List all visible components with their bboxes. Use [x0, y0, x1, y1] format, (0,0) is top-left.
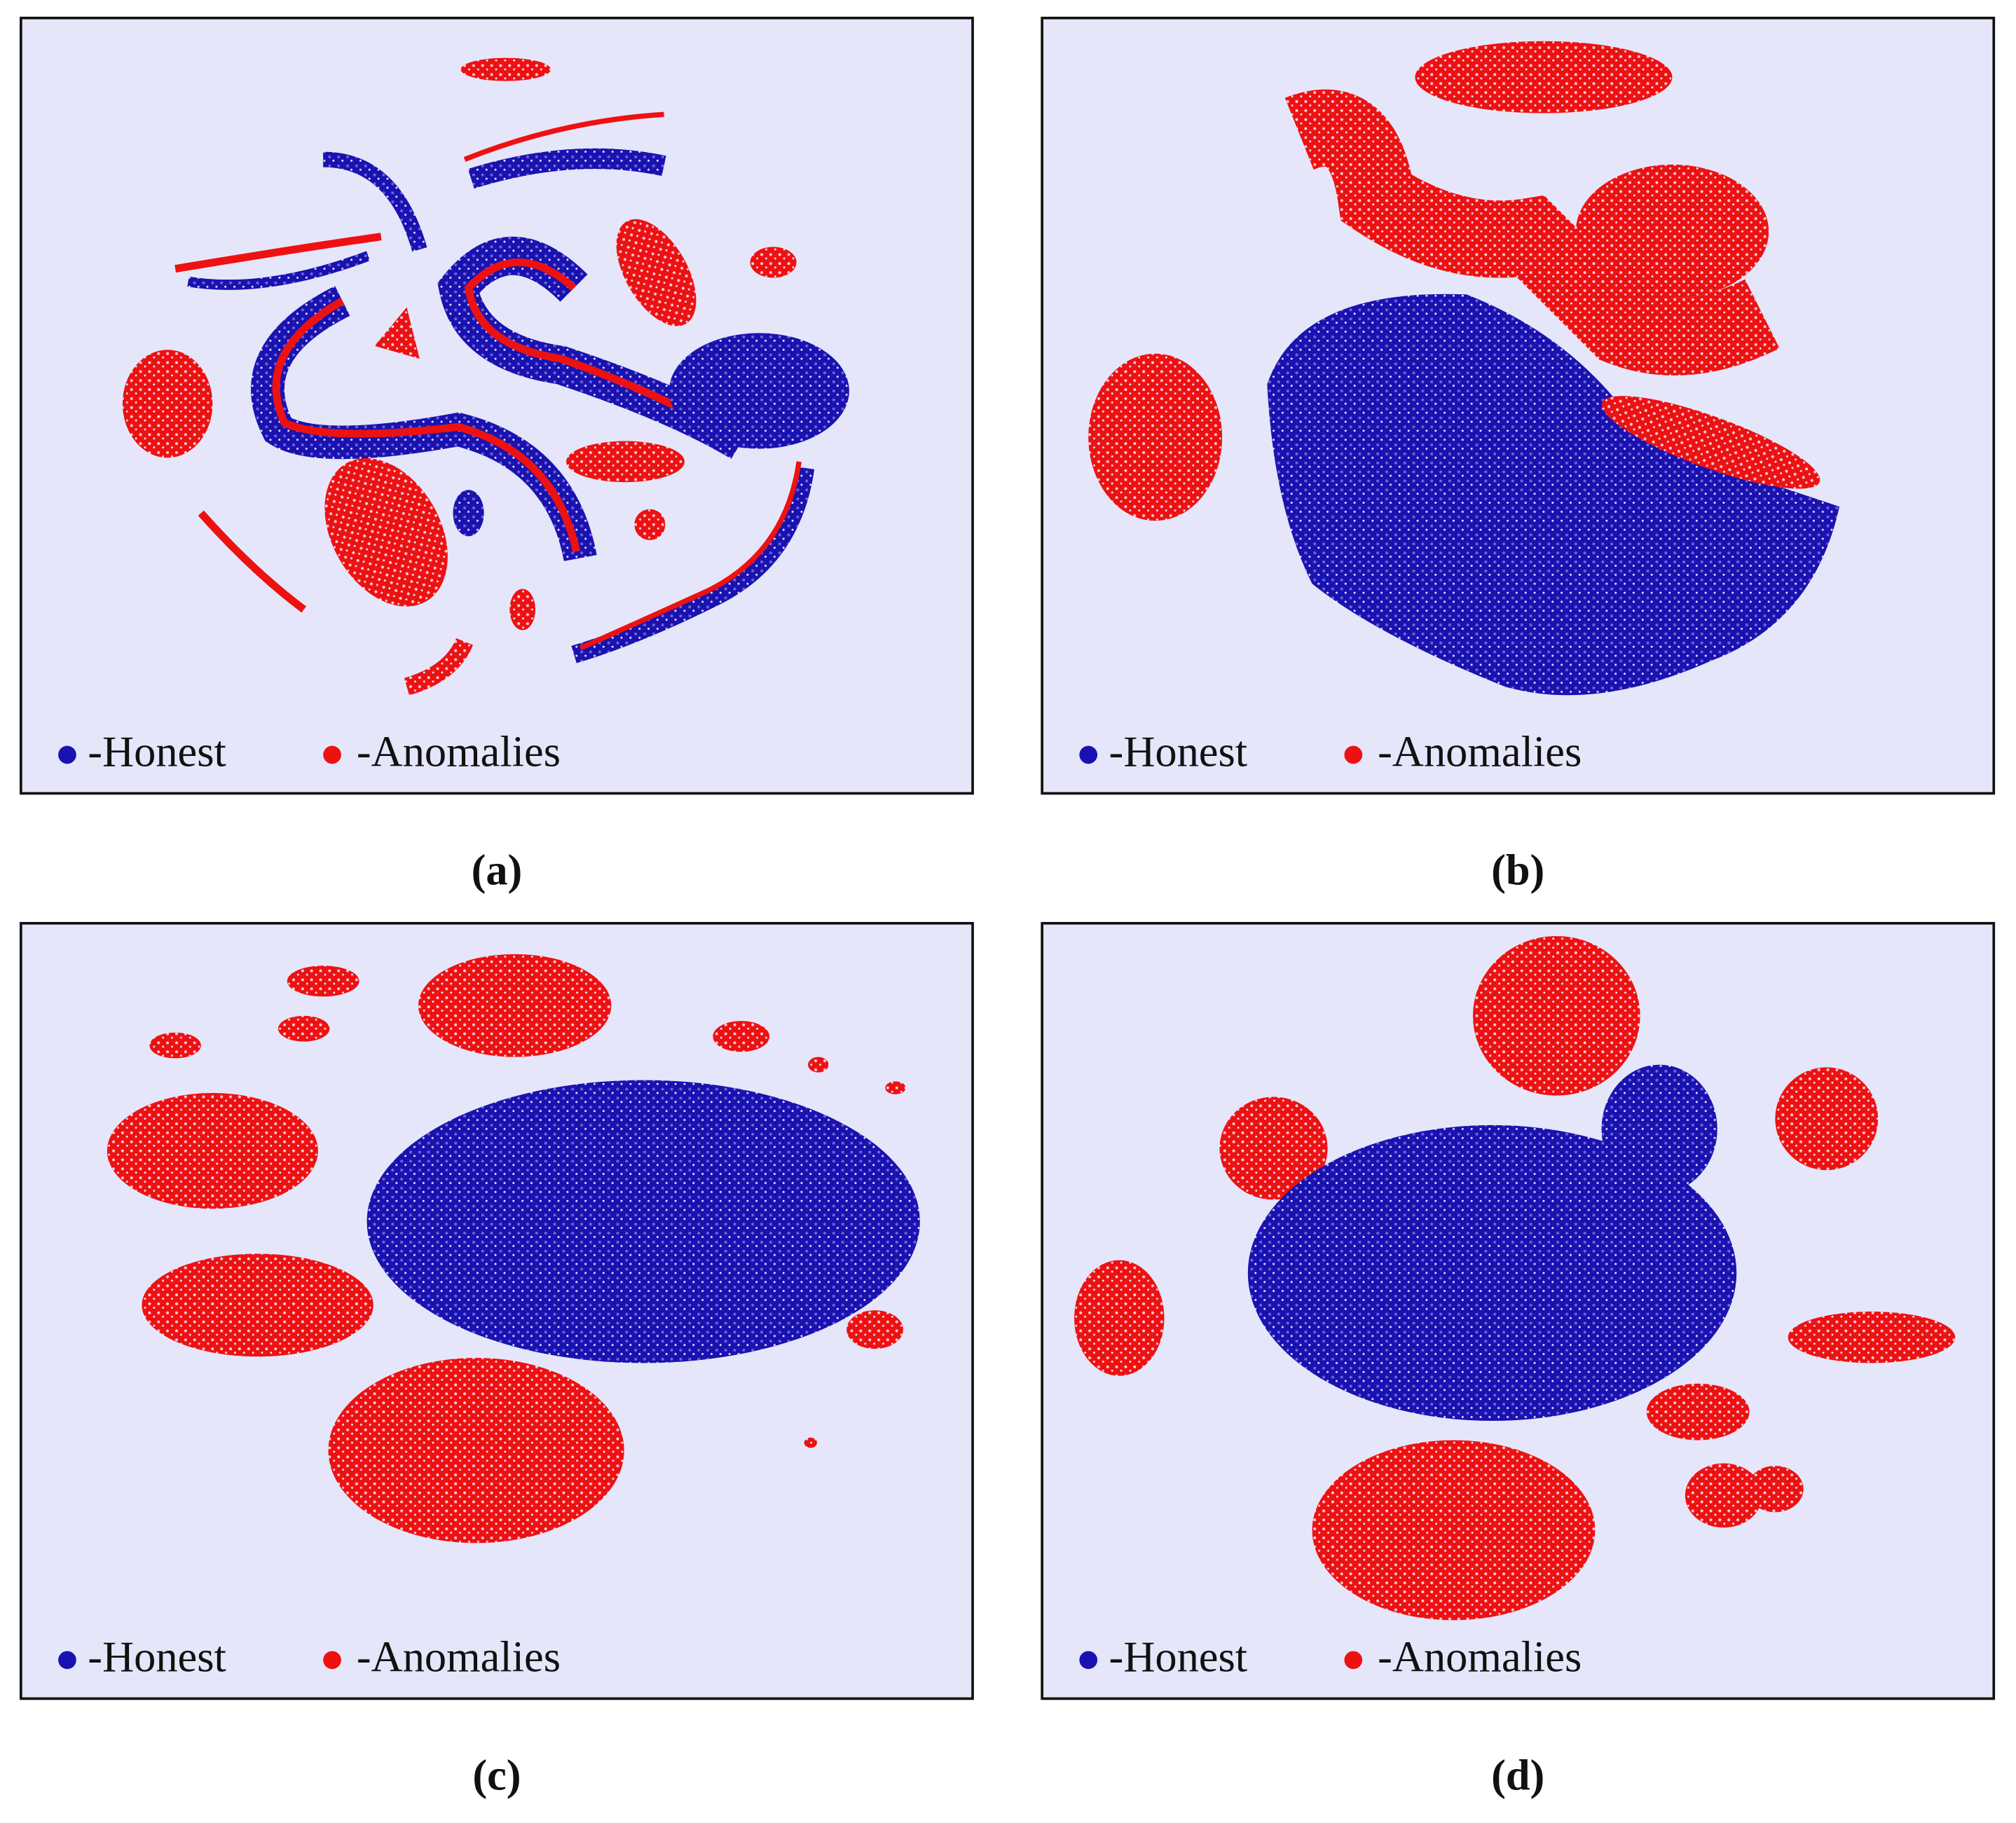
legend-marker: [1344, 745, 1363, 764]
legend-marker: [1079, 1651, 1098, 1670]
legend-label: -Anomalies: [1378, 727, 1582, 776]
legend-label: -Anomalies: [1378, 1633, 1582, 1681]
caption: (a): [472, 846, 523, 894]
panel-c: -Honest -Anomalies: [20, 921, 974, 1700]
clusters: [1088, 41, 1840, 696]
caption: (b): [1491, 846, 1544, 894]
clusters: [1074, 936, 1956, 1621]
legend-label: -Honest: [1109, 727, 1248, 776]
legend-marker: [323, 745, 341, 764]
legend-marker: [58, 745, 76, 764]
legend-marker: [1079, 745, 1098, 764]
caption: (d): [1491, 1751, 1544, 1799]
legend-label: -Honest: [1109, 1633, 1248, 1681]
panel-d: -Honest -Anomalies: [1041, 921, 1996, 1700]
clusters: [107, 954, 920, 1543]
panel-a: -Honest -Anomalies: [20, 16, 974, 795]
legend-label: -Anomalies: [357, 1633, 561, 1681]
clusters: [122, 57, 849, 696]
legend-marker: [58, 1651, 76, 1670]
legend-label: -Anomalies: [357, 727, 561, 776]
legend-marker: [323, 1651, 341, 1670]
caption: (c): [472, 1751, 521, 1799]
legend-label: -Honest: [88, 1633, 226, 1681]
legend-marker: [1344, 1651, 1363, 1670]
panel-b: -Honest -Anomalies: [1041, 16, 1996, 795]
legend-label: -Honest: [88, 727, 226, 776]
